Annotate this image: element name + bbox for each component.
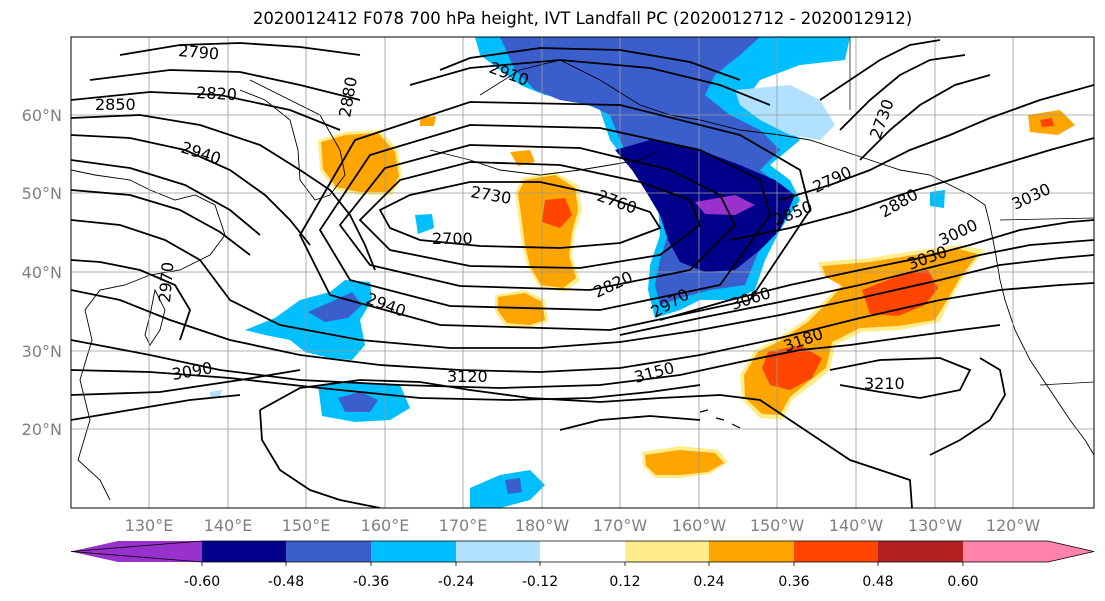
contour-label: 3120: [447, 367, 488, 386]
height-contours: [71, 39, 1094, 508]
colorbar-tick-labels: -0.60 -0.48 -0.36 -0.24 -0.12 0.12 0.24 …: [184, 574, 979, 590]
colorbar: [70, 540, 1095, 566]
contour-label: 3150: [632, 358, 676, 387]
colorbar-bin: [286, 541, 371, 562]
colorbar-tick-label: -0.24: [438, 574, 474, 590]
gridlines: [71, 37, 1094, 508]
lon-label: 160°E: [361, 516, 410, 535]
contour-label: 3090: [170, 358, 213, 384]
colorbar-bin: [371, 541, 456, 562]
colorbar-tick-label: -0.36: [353, 574, 389, 590]
colorbar-bin: [456, 541, 540, 562]
colorbar-bin: [878, 541, 963, 562]
contour-label: 2850: [95, 95, 136, 114]
negative-pc-region-west-pacific: [210, 190, 945, 508]
asia-coastline: [71, 169, 226, 501]
colorbar-tick-label: -0.60: [184, 574, 220, 590]
contour-label: 2820: [196, 83, 238, 104]
lon-label: 150°E: [282, 516, 331, 535]
colorbar-bin: [540, 541, 625, 562]
contour-label: 2880: [335, 75, 361, 118]
lon-label: 140°E: [204, 516, 253, 535]
colorbar-tick-label: 0.48: [862, 574, 893, 590]
colorbar-extension-max: [963, 541, 1094, 562]
lat-label: 60°N: [22, 106, 62, 125]
lat-label: 50°N: [22, 184, 62, 203]
map-frame: [70, 36, 1095, 509]
lat-label: 40°N: [22, 263, 62, 282]
colorbar-tick-label: 0.12: [609, 574, 640, 590]
lon-label: 120°W: [986, 516, 1041, 535]
colorbar-bin: [794, 541, 878, 562]
hawaii: [699, 409, 741, 429]
contour-label: 2730: [469, 182, 512, 208]
contour-label: 2790: [178, 41, 220, 63]
latitude-labels: 60°N 50°N 40°N 30°N 20°N: [22, 106, 62, 439]
contour-label: 2730: [866, 97, 898, 142]
colorbar-bin: [202, 541, 286, 562]
colorbar-tick-label: 0.60: [947, 574, 978, 590]
contour-label: 2940: [179, 138, 224, 169]
colorbar-tick-label: -0.12: [522, 574, 558, 590]
lat-label: 20°N: [22, 420, 62, 439]
lon-label: 130°E: [125, 516, 174, 535]
colorbar-tick-label: 0.36: [778, 574, 809, 590]
lat-label: 30°N: [22, 342, 62, 361]
lon-label: 160°W: [672, 516, 727, 535]
map-title: 2020012412 F078 700 hPa height, IVT Land…: [252, 9, 913, 28]
colorbar-tick-label: 0.24: [693, 574, 724, 590]
longitude-labels: 130°E 140°E 150°E 160°E 170°E 180°W 170°…: [125, 516, 1041, 535]
contour-label: 2790: [810, 162, 855, 196]
contour-label: 2880: [877, 185, 922, 222]
alaska-coast: [479, 59, 991, 226]
colorbar-extension-min: [71, 541, 202, 562]
contour-label: 2700: [432, 229, 473, 248]
ivt-shading: [210, 37, 1075, 508]
colorbar-tick-label: -0.48: [268, 574, 304, 590]
contour-label: 3210: [864, 374, 905, 393]
lon-label: 170°W: [593, 516, 648, 535]
contour-label: 2760: [595, 186, 640, 218]
us-mexico-border: [1039, 381, 1094, 386]
positive-pc-region-east-pacific: [642, 110, 1075, 478]
lon-label: 140°W: [829, 516, 884, 535]
lon-label: 180°W: [515, 516, 570, 535]
lon-label: 130°W: [908, 516, 963, 535]
japan-coast: [144, 288, 166, 346]
colorbar-bin: [709, 541, 794, 562]
positive-pc-region-central-pacific: [318, 116, 582, 328]
lon-label: 170°E: [439, 516, 488, 535]
lon-label: 150°W: [750, 516, 805, 535]
contour-label: 3030: [1009, 179, 1054, 213]
colorbar-bin: [625, 541, 709, 562]
contour-label: 2970: [155, 261, 177, 303]
us-canada-border: [999, 217, 1094, 221]
